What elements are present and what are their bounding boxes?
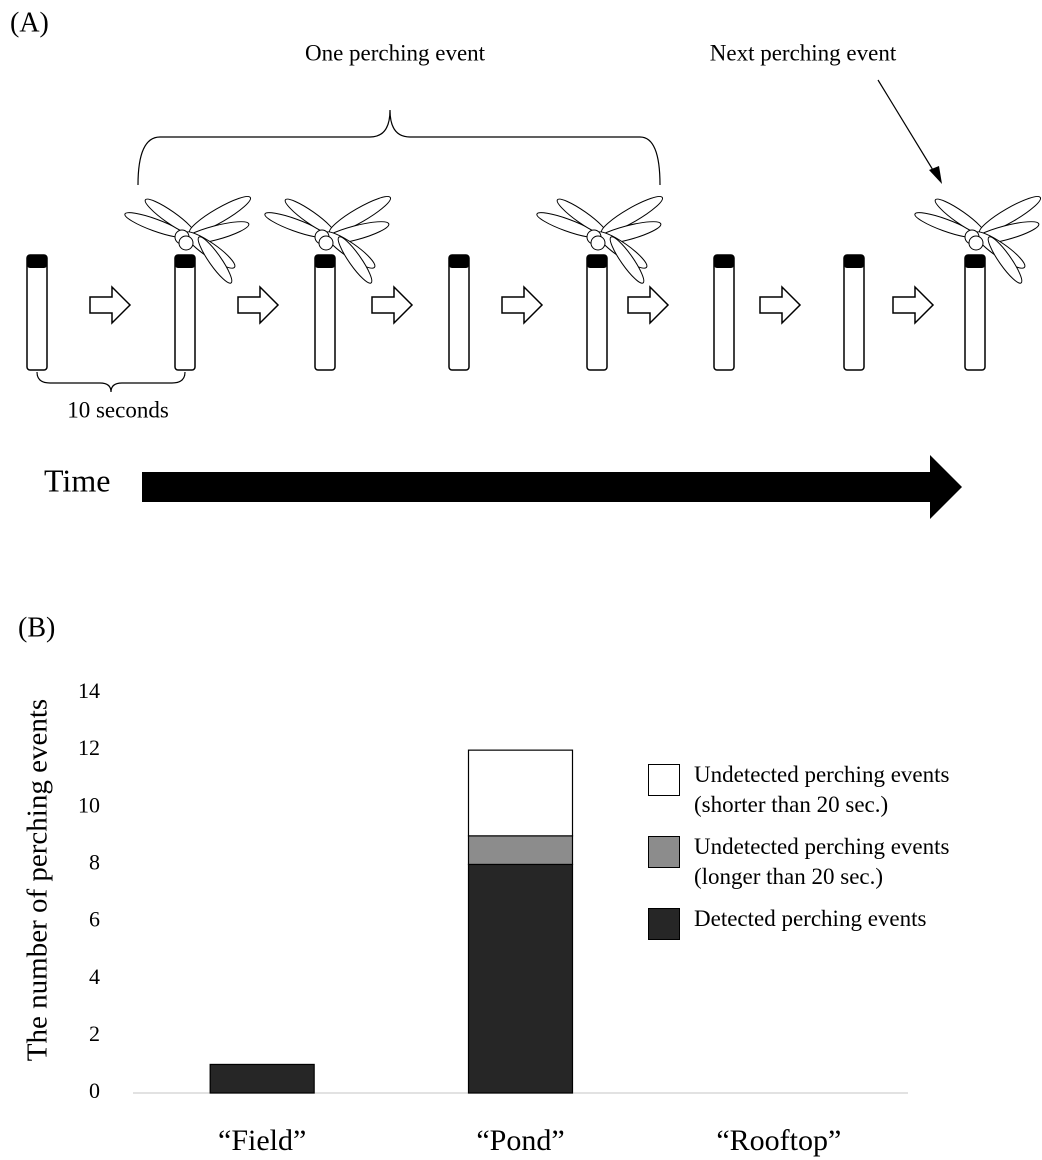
legend-label: Undetected perching events (shorter than…	[694, 760, 1014, 820]
bar-segment	[210, 1064, 314, 1093]
legend-item: Undetected perching events (shorter than…	[648, 760, 1014, 820]
y-tick-label: 2	[89, 1021, 100, 1046]
y-tick-label: 8	[89, 849, 100, 874]
diagram: (A) One perching event Next perching eve…	[10, 7, 1042, 519]
y-axis-label: The number of perching events	[22, 699, 54, 1061]
legend: Undetected perching events (shorter than…	[648, 760, 1014, 952]
annotation: One perching event	[305, 40, 486, 65]
x-tick-label: “Field”	[218, 1124, 306, 1157]
legend-item: Undetected perching events (longer than …	[648, 832, 1014, 892]
legend-label: Detected perching events	[694, 904, 1014, 934]
y-tick-label: 14	[78, 678, 100, 703]
legend-swatch	[648, 908, 680, 940]
time-label: Time	[44, 462, 110, 498]
legend-swatch	[648, 836, 680, 868]
panel-label: (A)	[10, 7, 49, 38]
annotation: 10 seconds	[67, 397, 169, 422]
x-tick-label: “Rooftop”	[716, 1124, 841, 1157]
y-tick-label: 12	[78, 735, 100, 760]
canvas: (A) One perching event Next perching eve…	[0, 0, 1042, 1160]
legend-swatch	[648, 764, 680, 796]
legend-label: Undetected perching events (longer than …	[694, 832, 1014, 892]
legend-item: Detected perching events	[648, 904, 1014, 940]
figure: (A) One perching event Next perching eve…	[0, 0, 1042, 1160]
panel-label: (B)	[18, 612, 55, 643]
y-tick-label: 4	[89, 964, 100, 989]
bar-segment	[469, 750, 573, 836]
y-tick-label: 6	[89, 907, 100, 932]
x-tick-label: “Pond”	[476, 1124, 564, 1157]
y-tick-label: 10	[78, 792, 100, 817]
bar-segment	[469, 836, 573, 865]
bar-segment	[469, 864, 573, 1093]
annotation: Next perching event	[710, 40, 897, 65]
y-tick-label: 0	[89, 1078, 100, 1103]
